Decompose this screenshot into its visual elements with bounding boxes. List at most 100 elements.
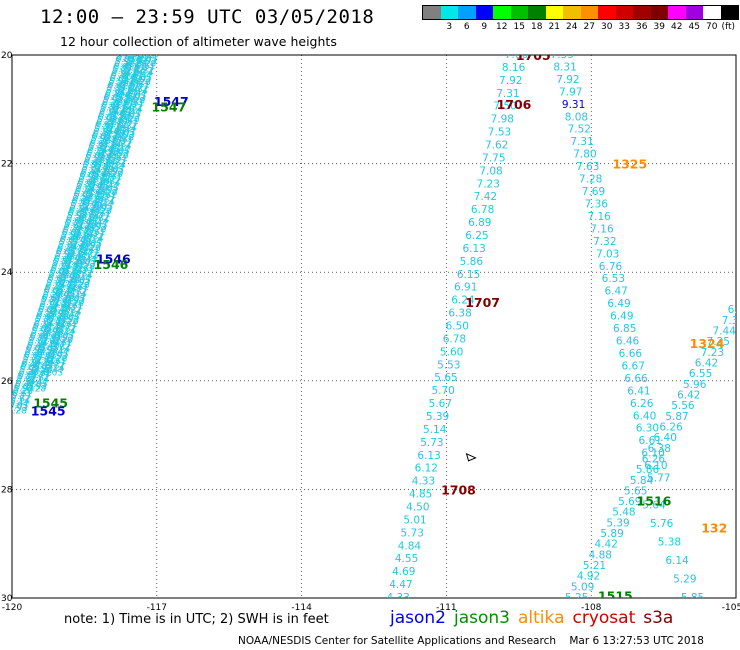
dense-track-value: 6.05 — [106, 127, 126, 137]
track-value: 5.14 — [423, 424, 447, 436]
track-value: 7.52 — [568, 124, 591, 136]
plot-frame — [11, 54, 737, 599]
dense-track-value: 6.05 — [38, 305, 58, 315]
dense-track-value: 5.82 — [22, 356, 42, 366]
dense-track-value: 6.61 — [18, 370, 38, 380]
dense-track-value: 5.77 — [108, 118, 128, 128]
dense-track-value: 6.14 — [112, 104, 132, 114]
dense-track-value: 5.93 — [32, 364, 52, 374]
dense-track-value: 6.14 — [78, 253, 98, 263]
dense-track-value: 6.05 — [80, 171, 100, 181]
track-value: 6.15 — [457, 269, 480, 281]
dense-track-value: 6.05 — [94, 163, 114, 173]
dense-track-value: 6.47 — [123, 71, 143, 81]
track-value: 8.31 — [553, 61, 576, 73]
dense-track-value: 6.05 — [83, 199, 103, 209]
dense-track-value: 6.14 — [89, 216, 109, 226]
dense-track-value: 6.61 — [42, 293, 62, 303]
x-tick-label: -111 — [436, 603, 456, 613]
dense-track-value: 6.05 — [86, 151, 106, 161]
dense-track-value: 6.61 — [78, 178, 98, 188]
dense-track-value: 6.28 — [54, 252, 74, 262]
dense-track-value: 6.14 — [90, 177, 110, 187]
dense-track-value: 6.61 — [52, 338, 72, 348]
dense-track-value: 6.61 — [92, 170, 112, 180]
dense-track-value: 5.77 — [57, 322, 77, 332]
track-value: 9.31 — [562, 99, 585, 111]
dense-track-value: 6.28 — [60, 276, 80, 286]
dense-track-value: 6.61 — [81, 206, 101, 216]
dense-track-value: 6.47 — [116, 126, 136, 136]
dense-track-value: 5.77 — [125, 64, 145, 74]
dense-track-value: 5.82 — [73, 269, 93, 279]
y-tick-label: 20 — [1, 51, 13, 61]
dense-track-value: 5.77 — [53, 257, 73, 267]
dense-track-value: 6.05 — [115, 129, 135, 139]
dense-track-value: 5.77 — [41, 335, 61, 345]
dense-track-value: 6.61 — [64, 260, 84, 270]
dense-track-value: 6.28 — [49, 272, 69, 282]
track-value: 6.13 — [417, 450, 440, 462]
dense-track-value: 5.82 — [82, 163, 102, 173]
dense-track-value: 6.47 — [110, 72, 130, 82]
satellite-jason2: jason2 — [390, 608, 446, 628]
dense-track-value: 6.14 — [85, 195, 105, 205]
time-label: 1516 — [637, 493, 672, 508]
satellite-altika: altika — [518, 608, 565, 628]
dense-track-value: 6.28 — [31, 329, 51, 339]
dense-track-value: 5.82 — [51, 343, 71, 353]
track-value: 7.08 — [479, 165, 502, 177]
legend-swatch — [580, 6, 598, 19]
dense-track-value: 5.77 — [46, 359, 66, 369]
dense-track-value: 6.14 — [111, 70, 131, 80]
dense-track-value: 6.47 — [45, 284, 65, 294]
dense-track-value: 6.14 — [73, 231, 93, 241]
dense-track-value: 5.77 — [101, 103, 121, 113]
legend-tick-label: 3 — [446, 22, 453, 32]
dense-track-value: 5.77 — [114, 100, 134, 110]
dense-track-value: 5.93 — [49, 269, 69, 279]
legend-swatch — [650, 6, 668, 19]
track-value: 5.87 — [665, 411, 688, 423]
dense-track-value: 6.28 — [97, 189, 117, 199]
legend-swatch — [633, 6, 651, 19]
dense-track-value: 5.82 — [28, 337, 48, 347]
dense-track-value: 5.82 — [30, 373, 50, 383]
dense-track-value: 6.61 — [120, 80, 140, 90]
dense-track-value: 6.14 — [34, 358, 54, 368]
dense-track-value: 5.93 — [109, 77, 129, 87]
dense-track-value: 5.93 — [77, 220, 97, 230]
track-value: 6.67 — [622, 360, 645, 372]
dense-track-value: 5.77 — [80, 208, 100, 218]
dense-track-value: 5.82 — [96, 156, 116, 166]
dense-track-value: 6.61 — [113, 62, 133, 72]
dense-track-value: 6.05 — [128, 55, 148, 65]
dense-track-value: 6.05 — [93, 202, 113, 212]
dense-track-value: 5.77 — [119, 82, 139, 92]
dense-track-value: 5.82 — [52, 301, 72, 311]
dense-track-value: 6.47 — [81, 168, 101, 178]
dense-track-value: 6.05 — [110, 147, 130, 157]
dense-track-value: 6.61 — [69, 283, 89, 293]
dense-track-value: 6.28 — [71, 240, 91, 250]
dense-track-value: 6.47 — [33, 322, 53, 332]
dense-track-value: 6.05 — [33, 362, 53, 372]
dense-track-value: 6.61 — [59, 278, 79, 288]
x-tick-label: -117 — [147, 603, 167, 613]
legend-swatch — [720, 6, 738, 19]
dense-track-value: 6.61 — [80, 246, 100, 256]
dense-track-value: 5.77 — [53, 299, 73, 309]
track-value: 6.38 — [448, 308, 471, 320]
dense-track-value: 6.61 — [12, 390, 32, 400]
dense-track-value: 6.47 — [89, 179, 109, 189]
dense-track-value: 6.05 — [92, 132, 112, 142]
track-value: 4.42 — [595, 539, 618, 551]
dense-track-value: 6.14 — [29, 376, 49, 386]
track-value: 6.42 — [695, 358, 718, 370]
dense-track-value: 5.93 — [27, 382, 47, 392]
dense-track-value: 6.28 — [119, 115, 139, 125]
dense-track-value: 6.47 — [95, 161, 115, 171]
dense-track-value: 5.82 — [67, 288, 87, 298]
dense-track-value: 6.47 — [112, 107, 132, 117]
dense-track-value: 5.82 — [90, 214, 110, 224]
